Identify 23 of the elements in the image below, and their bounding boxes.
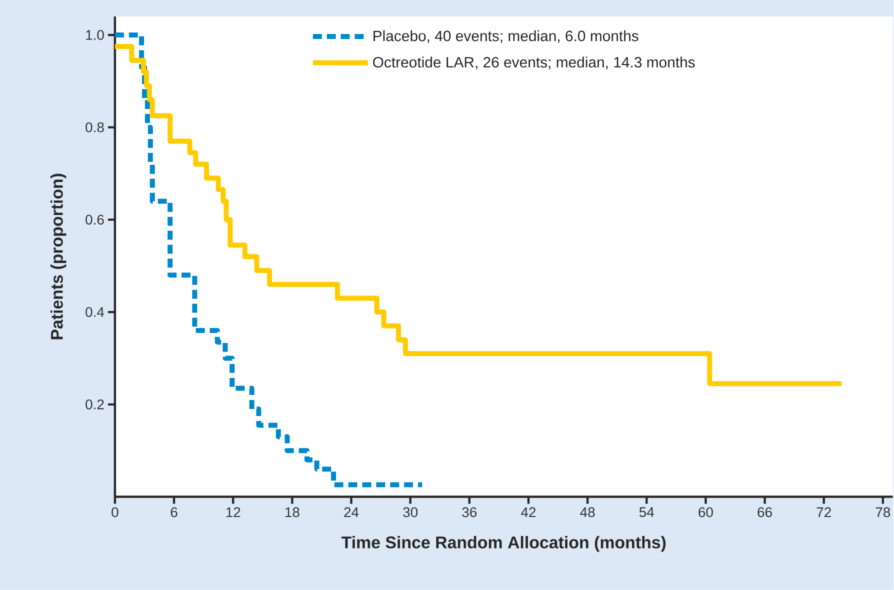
y-tick-label: 0.6 <box>86 214 104 225</box>
x-tick-label: 30 <box>403 507 418 518</box>
x-tick-label: 24 <box>344 507 359 518</box>
x-tick-label: 18 <box>285 507 300 518</box>
y-tick-label: 1.0 <box>86 30 104 40</box>
x-tick-label: 72 <box>816 507 831 518</box>
y-tick-label: 0.2 <box>86 400 104 410</box>
x-tick-label: 78 <box>876 507 890 518</box>
x-tick-label: 42 <box>521 507 536 518</box>
legend-label: Placebo, 40 events; median, 6.0 months <box>374 30 638 44</box>
y-tick-label: 0.8 <box>86 122 104 132</box>
legend-label: Octreotide LAR, 26 events; median, 14.3 months <box>373 56 695 70</box>
x-tick-label: 66 <box>758 507 772 518</box>
y-tick-label: 0.4 <box>86 307 104 318</box>
x-tick-label: 54 <box>639 507 654 518</box>
x-tick-label: 6 <box>170 507 178 518</box>
x-tick-label: 0 <box>112 507 118 518</box>
y-axis-title: Patients (proportion) <box>50 174 66 340</box>
x-tick-label: 48 <box>580 507 595 518</box>
x-tick-label: 60 <box>698 507 713 518</box>
x-tick-label: 36 <box>462 507 477 518</box>
x-tick-label: 12 <box>226 507 240 518</box>
x-axis-title: Time Since Random Allocation (months) <box>341 536 666 552</box>
